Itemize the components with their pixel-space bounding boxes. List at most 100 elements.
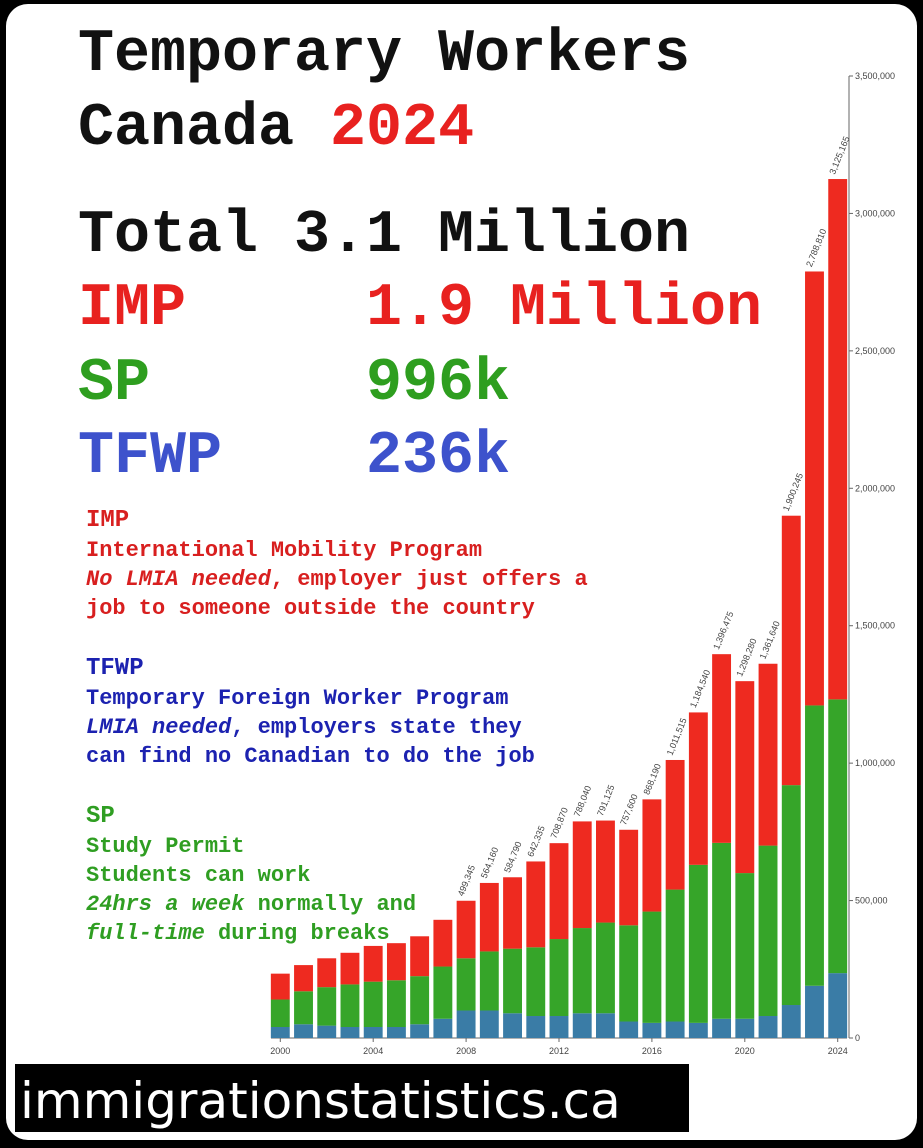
bar-segment	[596, 922, 615, 1014]
bar-segment	[270, 999, 290, 1028]
bar-segment	[758, 663, 778, 846]
bar-segment	[456, 958, 476, 1011]
x-tick-label: 2000	[270, 1046, 290, 1056]
bar-segment	[781, 515, 801, 786]
bar-segment	[828, 699, 848, 974]
y-tick-label: 500,000	[855, 896, 888, 906]
total-label: 1,396,475	[711, 610, 735, 651]
bar-segment	[549, 1016, 569, 1038]
line-segment: International Mobility Program	[86, 538, 482, 563]
bar-segment	[317, 1025, 337, 1038]
bar-segment	[456, 900, 476, 959]
bar-segment	[386, 1027, 406, 1038]
x-tick-label: 2004	[363, 1046, 383, 1056]
line-segment: , employers state they	[231, 715, 521, 740]
program-line: No LMIA needed, employer just offers a	[86, 567, 588, 592]
bar-segment	[294, 965, 313, 992]
x-tick-label: 2024	[828, 1046, 848, 1056]
infographic: 0 500,000 1,000,000 1,500,000 2,000,000 2,500…	[15, 21, 895, 1132]
program-line: job to someone outside the country	[86, 596, 535, 621]
title-line1: Temporary Workers	[78, 21, 690, 89]
bar-segment	[363, 1027, 383, 1038]
bar-segment	[688, 712, 708, 865]
summary-value: 1.9 Million	[366, 275, 762, 343]
bar-segment	[363, 945, 383, 982]
bar-segment	[619, 925, 639, 1022]
title-line2: Canada 2024	[78, 95, 474, 163]
bar-segment	[526, 947, 546, 1017]
line-segment: No LMIA needed	[86, 567, 272, 592]
program-line: International Mobility Program	[86, 538, 482, 563]
bar-segment	[340, 984, 360, 1028]
bar-segment	[619, 829, 639, 926]
bar-segment	[433, 966, 453, 1019]
bar-segment	[712, 842, 732, 1019]
bar-segment	[386, 943, 406, 981]
bar-segment	[665, 889, 685, 1022]
bar-segment	[317, 958, 337, 988]
bar-segment	[828, 973, 848, 1038]
x-tick-label: 2012	[549, 1046, 569, 1056]
bar-segment	[712, 654, 732, 843]
bar-segment	[688, 1022, 708, 1038]
y-tick-label: 1,000,000	[855, 758, 895, 768]
line-segment: Students can work	[86, 863, 310, 888]
total-label: 757,600	[618, 793, 639, 827]
bar-segment	[294, 991, 313, 1025]
line-segment: full-time	[86, 921, 205, 946]
line-segment: , employer just offers a	[271, 567, 588, 592]
bar-segment	[781, 785, 801, 1006]
bar-segment	[340, 1027, 360, 1038]
total-label: 868,190	[641, 762, 662, 796]
bar-segment	[503, 1013, 522, 1038]
bar-segment	[526, 1016, 546, 1038]
line-segment: normally and	[244, 892, 416, 917]
bar-segment	[735, 1018, 755, 1038]
total-label: 499,345	[456, 864, 477, 898]
bar-segment	[410, 976, 430, 1025]
title-year: 2024	[330, 95, 474, 163]
total-label: 788,040	[572, 784, 593, 818]
bar-segment	[363, 981, 383, 1028]
bar-segment	[549, 939, 569, 1017]
bar-segment	[433, 1018, 453, 1038]
program-line: Temporary Foreign Worker Program	[86, 686, 508, 711]
bar-segment	[572, 1013, 592, 1038]
total-label: 564,160	[479, 846, 500, 880]
bar-segment	[688, 864, 708, 1023]
bar-segment	[712, 1018, 732, 1038]
program-heading: SP	[86, 803, 115, 830]
bar-segment	[410, 936, 430, 977]
bar-segment	[503, 948, 522, 1014]
bar-segment	[433, 919, 453, 967]
card: 0 500,000 1,000,000 1,500,000 2,000,000 2,500…	[6, 4, 917, 1140]
summary-label: SP	[78, 350, 150, 418]
y-tick-label: 3,500,000	[855, 71, 895, 81]
program-heading: TFWP	[86, 655, 144, 682]
summary-label: Total	[78, 202, 258, 270]
bar-segment	[270, 1027, 290, 1038]
line-segment: during breaks	[205, 921, 390, 946]
program-line: full-time during breaks	[86, 921, 390, 946]
bar-segment	[805, 705, 824, 986]
bar-segment	[479, 951, 499, 1011]
bar-segment	[526, 861, 546, 948]
line-segment: Temporary Foreign Worker Program	[86, 686, 508, 711]
bar-segment	[596, 1013, 615, 1038]
bar-segment	[549, 843, 569, 940]
bar-segment	[596, 820, 615, 923]
summary-value: 236k	[366, 423, 510, 491]
summary-value: 3.1 Million	[294, 202, 690, 270]
total-label: 1,900,245	[781, 472, 805, 513]
program-line: LMIA needed, employers state they	[86, 715, 522, 740]
x-tick-label: 2020	[735, 1046, 755, 1056]
bar-segment	[479, 882, 499, 952]
x-tick-label: 2016	[642, 1046, 662, 1056]
bar-segment	[619, 1021, 639, 1038]
total-label: 1,011,515	[665, 716, 689, 756]
total-label: 708,870	[549, 806, 570, 840]
bar-segment	[294, 1024, 313, 1038]
line-segment: 24hrs a week	[86, 892, 245, 917]
bar-segment	[410, 1024, 430, 1038]
line-segment: Study Permit	[86, 834, 244, 859]
